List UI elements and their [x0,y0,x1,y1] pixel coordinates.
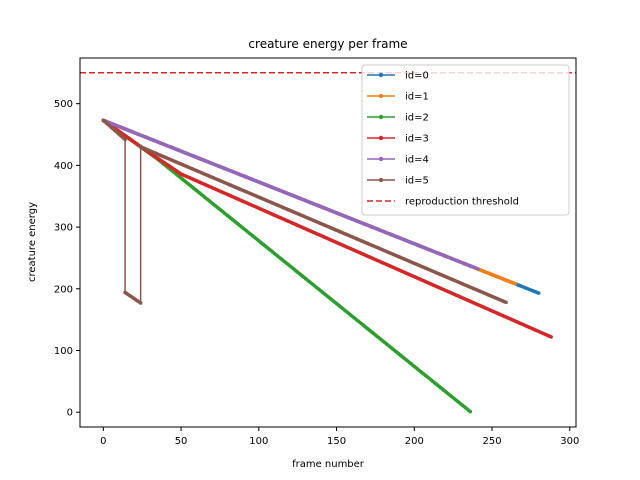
series-5 [101,118,508,305]
y-tick-label-4: 400 [54,161,73,172]
legend-entry-4: id=4 [367,155,429,166]
x-tick-label-2: 100 [249,436,268,447]
plot-frame [79,57,577,428]
x-axis-label: frame number [292,459,365,470]
series-point-5-14 [123,137,127,142]
legend-entry-1: id=1 [367,92,429,103]
legend-marker-4 [378,156,384,162]
series-point-1-265 [513,282,518,286]
legend-box [361,64,570,216]
legend: id=0 id=1 id=2 id=3 id=4 id=5 reproduction thr… [361,64,570,216]
series-point-4-241 [476,267,480,271]
legend-marker-0 [378,72,384,78]
legend-marker-5 [378,177,384,183]
x-tick-label-6: 300 [560,436,579,447]
series-layer [101,118,553,414]
legend-marker-2 [378,114,384,120]
legend-label-2: id=2 [405,113,429,124]
x-tick-label-0: 0 [100,436,106,447]
y-tick-label-3: 300 [54,223,73,234]
y-tick-label-1: 100 [54,346,73,357]
x-tick-label-5: 250 [482,436,501,447]
legend-entry-5: id=5 [367,176,429,187]
x-axis-ticks: 0 50 100 150 200 250 300 [100,427,579,447]
legend-entry-6: reproduction threshold [367,197,519,208]
chart-title: creature energy per frame [248,37,407,51]
legend-label-1: id=1 [405,92,429,103]
series-point-5-25 [138,301,143,305]
y-axis-ticks: 0 100 200 300 400 500 [54,99,80,419]
legend-entry-0: id=0 [367,71,429,82]
y-tick-label-5: 500 [54,99,73,110]
y-axis-label: creature energy [27,202,38,282]
x-tick-label-4: 200 [405,436,424,447]
legend-label-5: id=5 [405,176,429,187]
legend-label-0: id=0 [405,71,429,82]
y-tick-label-0: 0 [67,408,73,419]
series-4 [101,118,480,271]
y-tick-label-2: 200 [54,284,73,295]
legend-label-6: reproduction threshold [405,197,519,208]
series-point-5-261 [504,300,508,305]
x-tick-label-3: 150 [327,436,346,447]
legend-marker-3 [378,135,384,141]
legend-marker-1 [378,93,384,99]
legend-label-3: id=3 [405,134,429,145]
series-point-2-236 [468,409,473,414]
series-point-0-280 [536,291,541,295]
legend-entry-2: id=2 [367,113,429,124]
legend-entry-3: id=3 [367,134,429,145]
legend-label-4: id=4 [405,155,429,166]
x-tick-label-1: 50 [175,436,188,447]
series-point-3-288 [549,335,553,339]
